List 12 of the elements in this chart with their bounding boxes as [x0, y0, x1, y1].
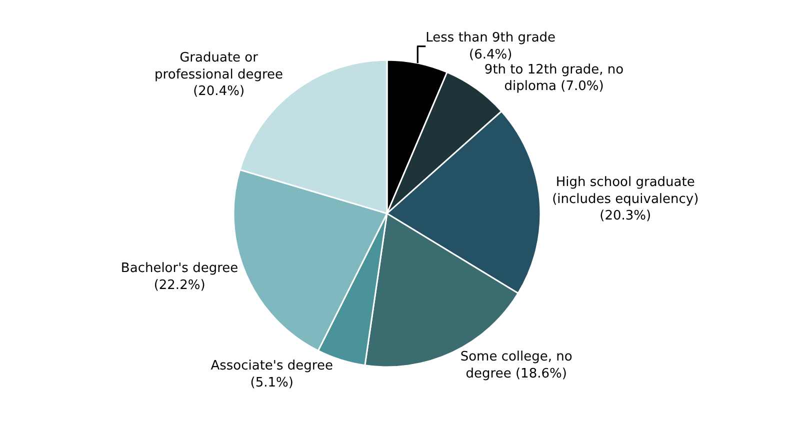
slice-label: Associate's degree	[210, 358, 333, 374]
slice-label: Bachelor's degree	[120, 261, 238, 276]
data-label: (20.3%)	[600, 208, 652, 224]
data-label: (22.2%)	[154, 278, 206, 293]
slice-label: Some college, no degree (18.6%)	[460, 350, 572, 382]
slice-label: Graduate or professional degree	[154, 50, 284, 82]
slice-label: High school graduate (includes equivalency)	[552, 174, 699, 207]
data-label: (5.1%)	[250, 375, 294, 390]
slice-label: 9th to 12th grade, no diploma (7.0%)	[484, 62, 624, 94]
data-label: (6.4%)	[469, 47, 512, 62]
slice-label: Less than 9th grade	[426, 30, 556, 46]
data-label: (20.4%)	[193, 84, 245, 100]
